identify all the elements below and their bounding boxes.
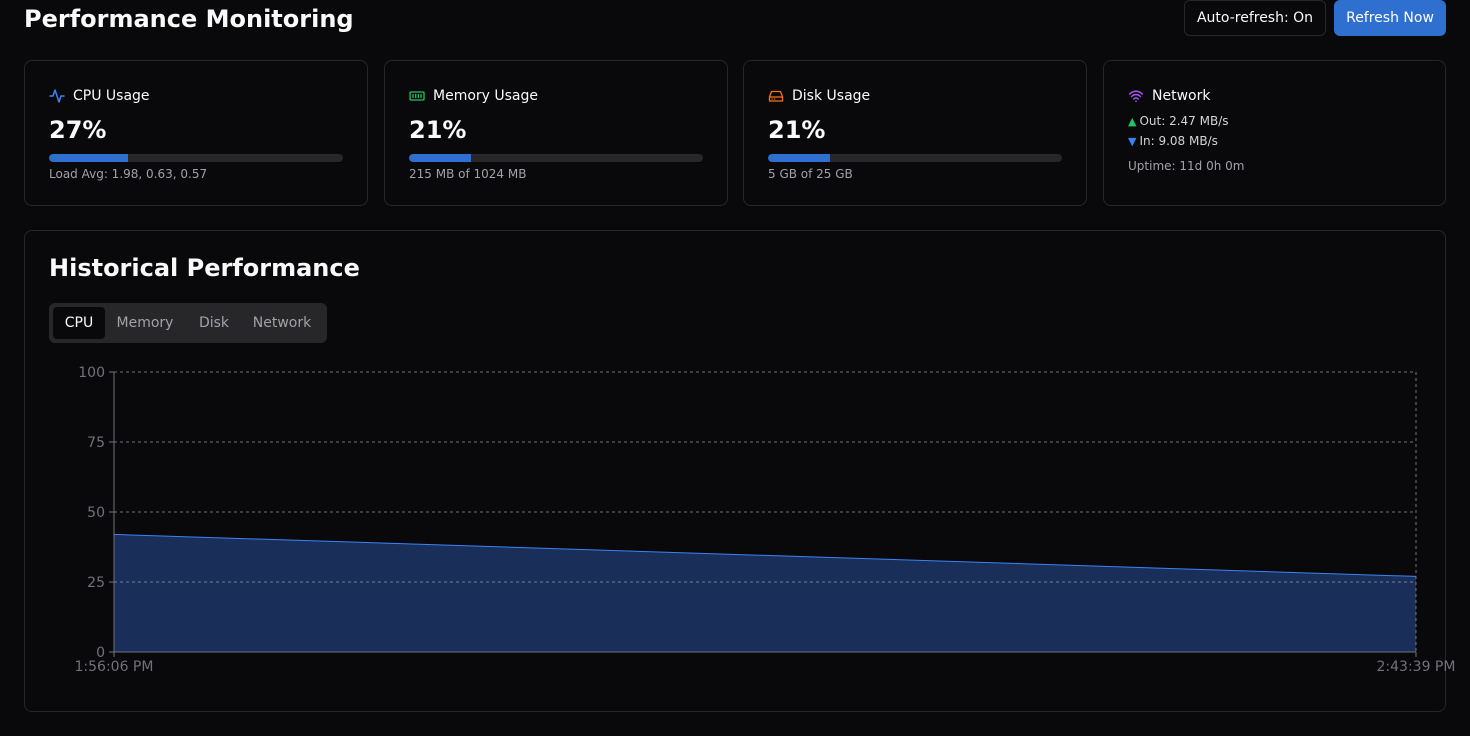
series-line-0 <box>113 533 1417 577</box>
memory-card-title: Memory Usage <box>433 88 539 104</box>
history-title: Historical Performance <box>49 254 360 282</box>
activity-icon <box>49 88 65 104</box>
tab-network[interactable]: Network <box>252 315 312 331</box>
cpu-card-title: CPU Usage <box>73 88 150 104</box>
y-tick-label: 75 <box>87 435 105 451</box>
y-tick-label: 50 <box>87 505 105 521</box>
x-tick-label: 1:56:06 PM <box>75 659 154 675</box>
memory-usage-detail: 215 MB of 1024 MB <box>409 167 527 181</box>
series-area-0 <box>114 534 1416 652</box>
memory-usage-value: 21% <box>409 116 467 144</box>
x-tick-label: 2:43:39 PM <box>1377 659 1456 675</box>
disk-card-title: Disk Usage <box>792 88 871 104</box>
wifi-icon <box>1128 88 1144 104</box>
page-title: Performance Monitoring <box>24 5 354 33</box>
network-in-value: In: 9.08 MB/s <box>1139 134 1218 148</box>
disk-usage-value: 21% <box>768 116 826 144</box>
tab-memory[interactable]: Memory <box>116 315 174 331</box>
arrow-up-icon: ▲ <box>1128 114 1137 128</box>
memory-card-header: Memory Usage <box>409 87 538 105</box>
cpu-usage-bar <box>49 154 343 162</box>
network-out-value: Out: 2.47 MB/s <box>1139 114 1229 128</box>
network-card: Network ▲ Out: 2.47 MB/s ▼ In: 9.08 MB/s… <box>1103 60 1446 206</box>
memory-chip-icon <box>409 88 425 104</box>
arrow-down-icon: ▼ <box>1128 134 1137 148</box>
memory-usage-bar <box>409 154 703 162</box>
disk-usage-bar <box>768 154 1062 162</box>
cpu-usage-value: 27% <box>49 116 107 144</box>
uptime-text: Uptime: 11d 0h 0m <box>1128 159 1245 173</box>
network-in-row: ▼ In: 9.08 MB/s <box>1128 134 1218 148</box>
cpu-usage-bar-fill <box>49 154 129 162</box>
tab-disk[interactable]: Disk <box>198 315 230 331</box>
hard-drive-icon <box>768 88 784 104</box>
y-tick-label: 25 <box>87 575 105 591</box>
y-tick-label: 100 <box>78 365 105 381</box>
y-tick-label: 0 <box>96 645 105 661</box>
refresh-now-button[interactable]: Refresh Now <box>1334 0 1446 36</box>
metric-tabs: CPU Memory Disk Network <box>49 303 327 343</box>
disk-usage-detail: 5 GB of 25 GB <box>768 167 853 181</box>
cpu-load-average: Load Avg: 1.98, 0.63, 0.57 <box>49 167 208 181</box>
network-card-title: Network <box>1152 88 1211 104</box>
cpu-usage-card: CPU Usage 27% Load Avg: 1.98, 0.63, 0.57 <box>24 60 368 206</box>
disk-usage-bar-fill <box>768 154 830 162</box>
tab-cpu[interactable]: CPU <box>53 307 105 339</box>
cpu-card-header: CPU Usage <box>49 87 150 105</box>
disk-usage-card: Disk Usage 21% 5 GB of 25 GB <box>743 60 1087 206</box>
network-card-header: Network <box>1128 87 1210 105</box>
disk-card-header: Disk Usage <box>768 87 870 105</box>
memory-usage-bar-fill <box>409 154 471 162</box>
auto-refresh-button[interactable]: Auto-refresh: On <box>1184 0 1326 36</box>
network-out-row: ▲ Out: 2.47 MB/s <box>1128 114 1229 128</box>
memory-usage-card: Memory Usage 21% 215 MB of 1024 MB <box>384 60 728 206</box>
